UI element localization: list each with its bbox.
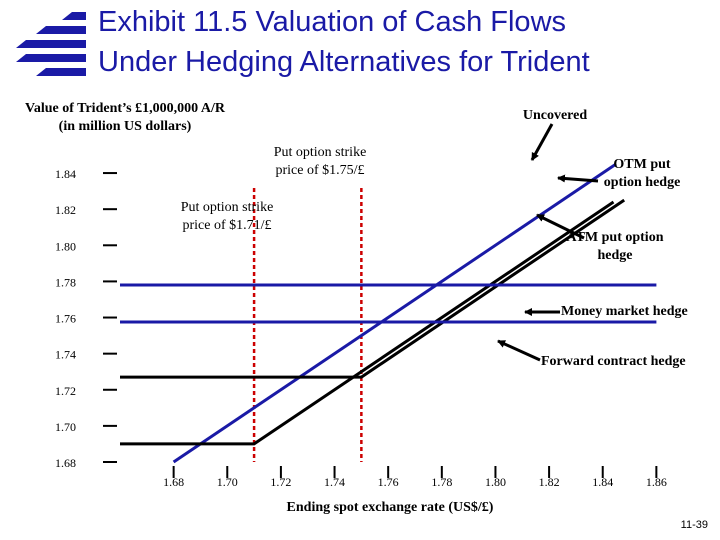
logo-stripe — [36, 68, 86, 76]
y-tick-label: 1.74 — [55, 348, 76, 362]
otm-put-option-hedge-line — [120, 198, 626, 379]
strike-175-label-line-1: Put option strike — [273, 145, 367, 160]
x-tick-label: 1.70 — [217, 475, 238, 489]
y-tick-label: 1.76 — [55, 312, 76, 326]
y-tick-label: 1.84 — [55, 167, 76, 181]
uncovered-arrow — [530, 123, 554, 161]
strike-171-label-line-2: price of $1.71/£ — [182, 218, 272, 233]
y-tick-label: 1.78 — [55, 275, 76, 289]
strike-171-label-line-1: Put option strike — [180, 200, 274, 215]
logo-stripe — [16, 40, 86, 48]
x-tick-label: 1.86 — [646, 475, 667, 489]
x-tick-label: 1.82 — [539, 475, 560, 489]
money-market-label: Money market hedge — [561, 304, 688, 319]
logo-stripe — [36, 26, 86, 34]
strike-171-label: Put option strike price of $1.71/£ — [150, 199, 304, 235]
y-tick-label: 1.68 — [55, 456, 76, 470]
book-stripes-logo — [16, 12, 86, 76]
uncovered-line — [172, 162, 617, 464]
y-axis-label: Value of Trident’s £1,000,000 A/R (in mi… — [6, 100, 244, 136]
x-tick-label: 1.80 — [485, 475, 506, 489]
atm-put-label: ATM put option hedge — [566, 230, 664, 263]
x-axis-label: Ending spot exchange rate (US$/£) — [286, 500, 494, 515]
uncovered-label: Uncovered — [522, 108, 588, 123]
page-title-line-1: Exhibit 11.5 Valuation of Cash Flows — [98, 6, 567, 38]
page-title-line-2: Under Hedging Alternatives for Trident — [98, 46, 590, 78]
x-tick-label: 1.78 — [431, 475, 452, 489]
y-tick-label: 1.80 — [55, 239, 76, 253]
x-tick-label: 1.76 — [378, 475, 399, 489]
x-tick-label: 1.68 — [163, 475, 184, 489]
forward-contract-label: Forward contract hedge — [541, 354, 686, 369]
x-tick-label: 1.72 — [270, 475, 291, 489]
y-tick-label: 1.82 — [55, 203, 76, 217]
strike-175-label: Put option strike price of $1.75/£ — [243, 144, 397, 180]
forward-contract-arrow — [497, 339, 541, 362]
otm-put-arrow — [557, 174, 599, 183]
page-number: 11-39 — [680, 519, 708, 531]
x-tick-label: 1.84 — [592, 475, 613, 489]
y-axis-label-line-1: Value of Trident’s £1,000,000 A/R — [25, 101, 225, 116]
atm-put-option-hedge-line — [120, 200, 615, 446]
atm-put-arrow — [536, 213, 585, 240]
logo-stripe — [62, 12, 86, 20]
logo-stripe — [16, 54, 86, 62]
y-tick-label: 1.72 — [55, 384, 76, 398]
strike-175-label-line-2: price of $1.75/£ — [275, 163, 365, 178]
y-axis-label-line-2: (in million US dollars) — [58, 119, 192, 134]
y-tick-label: 1.70 — [55, 420, 76, 434]
x-tick-label: 1.74 — [324, 475, 345, 489]
otm-put-label: OTM put option hedge — [603, 157, 681, 190]
